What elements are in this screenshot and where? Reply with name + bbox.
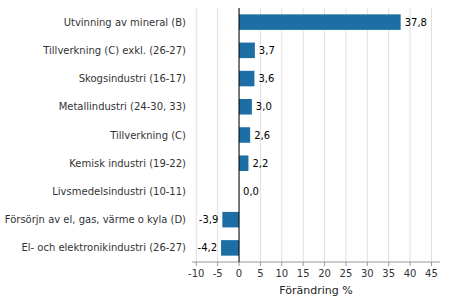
data-label: 37,8 xyxy=(405,17,427,28)
tick-label: 25 xyxy=(340,268,353,279)
bar xyxy=(239,127,250,143)
bar xyxy=(239,99,252,115)
grid-line xyxy=(367,8,368,262)
grid-line xyxy=(196,8,197,262)
category-label: Utvinning av mineral (B) xyxy=(64,17,186,28)
grid-line xyxy=(281,8,282,262)
bar xyxy=(239,14,401,30)
category-label: Metallindustri (24-30, 33) xyxy=(59,101,186,112)
bars xyxy=(221,14,401,255)
data-label: -3,9 xyxy=(199,214,219,225)
tick-label: 40 xyxy=(404,268,417,279)
grid-line xyxy=(431,8,432,262)
tick-mark xyxy=(260,262,261,266)
bar xyxy=(239,71,254,87)
tick-label: 10 xyxy=(275,268,288,279)
grid-line xyxy=(303,8,304,262)
category-label: Försörjn av el, gas, värme o kyla (D) xyxy=(5,214,186,225)
tick-mark xyxy=(367,262,368,266)
tick-label: 30 xyxy=(361,268,374,279)
tick-label: 20 xyxy=(318,268,331,279)
data-label: 2,6 xyxy=(254,130,270,141)
tick-label: 45 xyxy=(425,268,438,279)
tick-label: 5 xyxy=(257,268,263,279)
tick-mark xyxy=(410,262,411,266)
x-axis-label: Förändring % xyxy=(279,284,352,297)
tick-mark xyxy=(303,262,304,266)
category-label: El- och elektronikindustri (26-27) xyxy=(21,242,186,253)
bar xyxy=(239,155,248,171)
chart: El- och elektronikindustri (26-27) Försör… xyxy=(0,0,454,302)
bar xyxy=(222,212,239,228)
tick-mark xyxy=(217,262,218,266)
tick-mark xyxy=(431,262,432,266)
category-label: Livsmedelsindustri (10-11) xyxy=(52,186,186,197)
tick-mark xyxy=(281,262,282,266)
data-label: 3,0 xyxy=(256,101,272,112)
x-axis-line xyxy=(192,262,440,263)
data-label: 2,2 xyxy=(252,158,268,169)
grid-line xyxy=(410,8,411,262)
data-label: 3,7 xyxy=(259,45,275,56)
category-label: Tillverkning (C) xyxy=(109,130,186,141)
grid-line xyxy=(324,8,325,262)
category-label: Tillverkning (C) exkl. (26-27) xyxy=(42,45,186,56)
tick-label: 0 xyxy=(236,268,242,279)
tick-mark xyxy=(196,262,197,266)
tick-mark xyxy=(239,262,240,266)
bar xyxy=(239,43,255,59)
tick-label: -10 xyxy=(188,268,204,279)
tick-label: 15 xyxy=(297,268,310,279)
tick-mark xyxy=(388,262,389,266)
category-label: Kemisk industri (19-22) xyxy=(69,158,186,169)
grid-line xyxy=(239,8,240,262)
bar xyxy=(221,240,239,256)
grid-line xyxy=(388,8,389,262)
data-label: -4,2 xyxy=(198,242,218,253)
category-label: Skogsindustri (16-17) xyxy=(79,73,186,84)
tick-label: 35 xyxy=(382,268,395,279)
tick-label: -5 xyxy=(213,268,223,279)
data-label: 3,6 xyxy=(258,73,274,84)
grid-line xyxy=(345,8,346,262)
tick-mark xyxy=(345,262,346,266)
data-label: 0,0 xyxy=(243,186,259,197)
tick-mark xyxy=(324,262,325,266)
zero-line xyxy=(239,8,240,262)
